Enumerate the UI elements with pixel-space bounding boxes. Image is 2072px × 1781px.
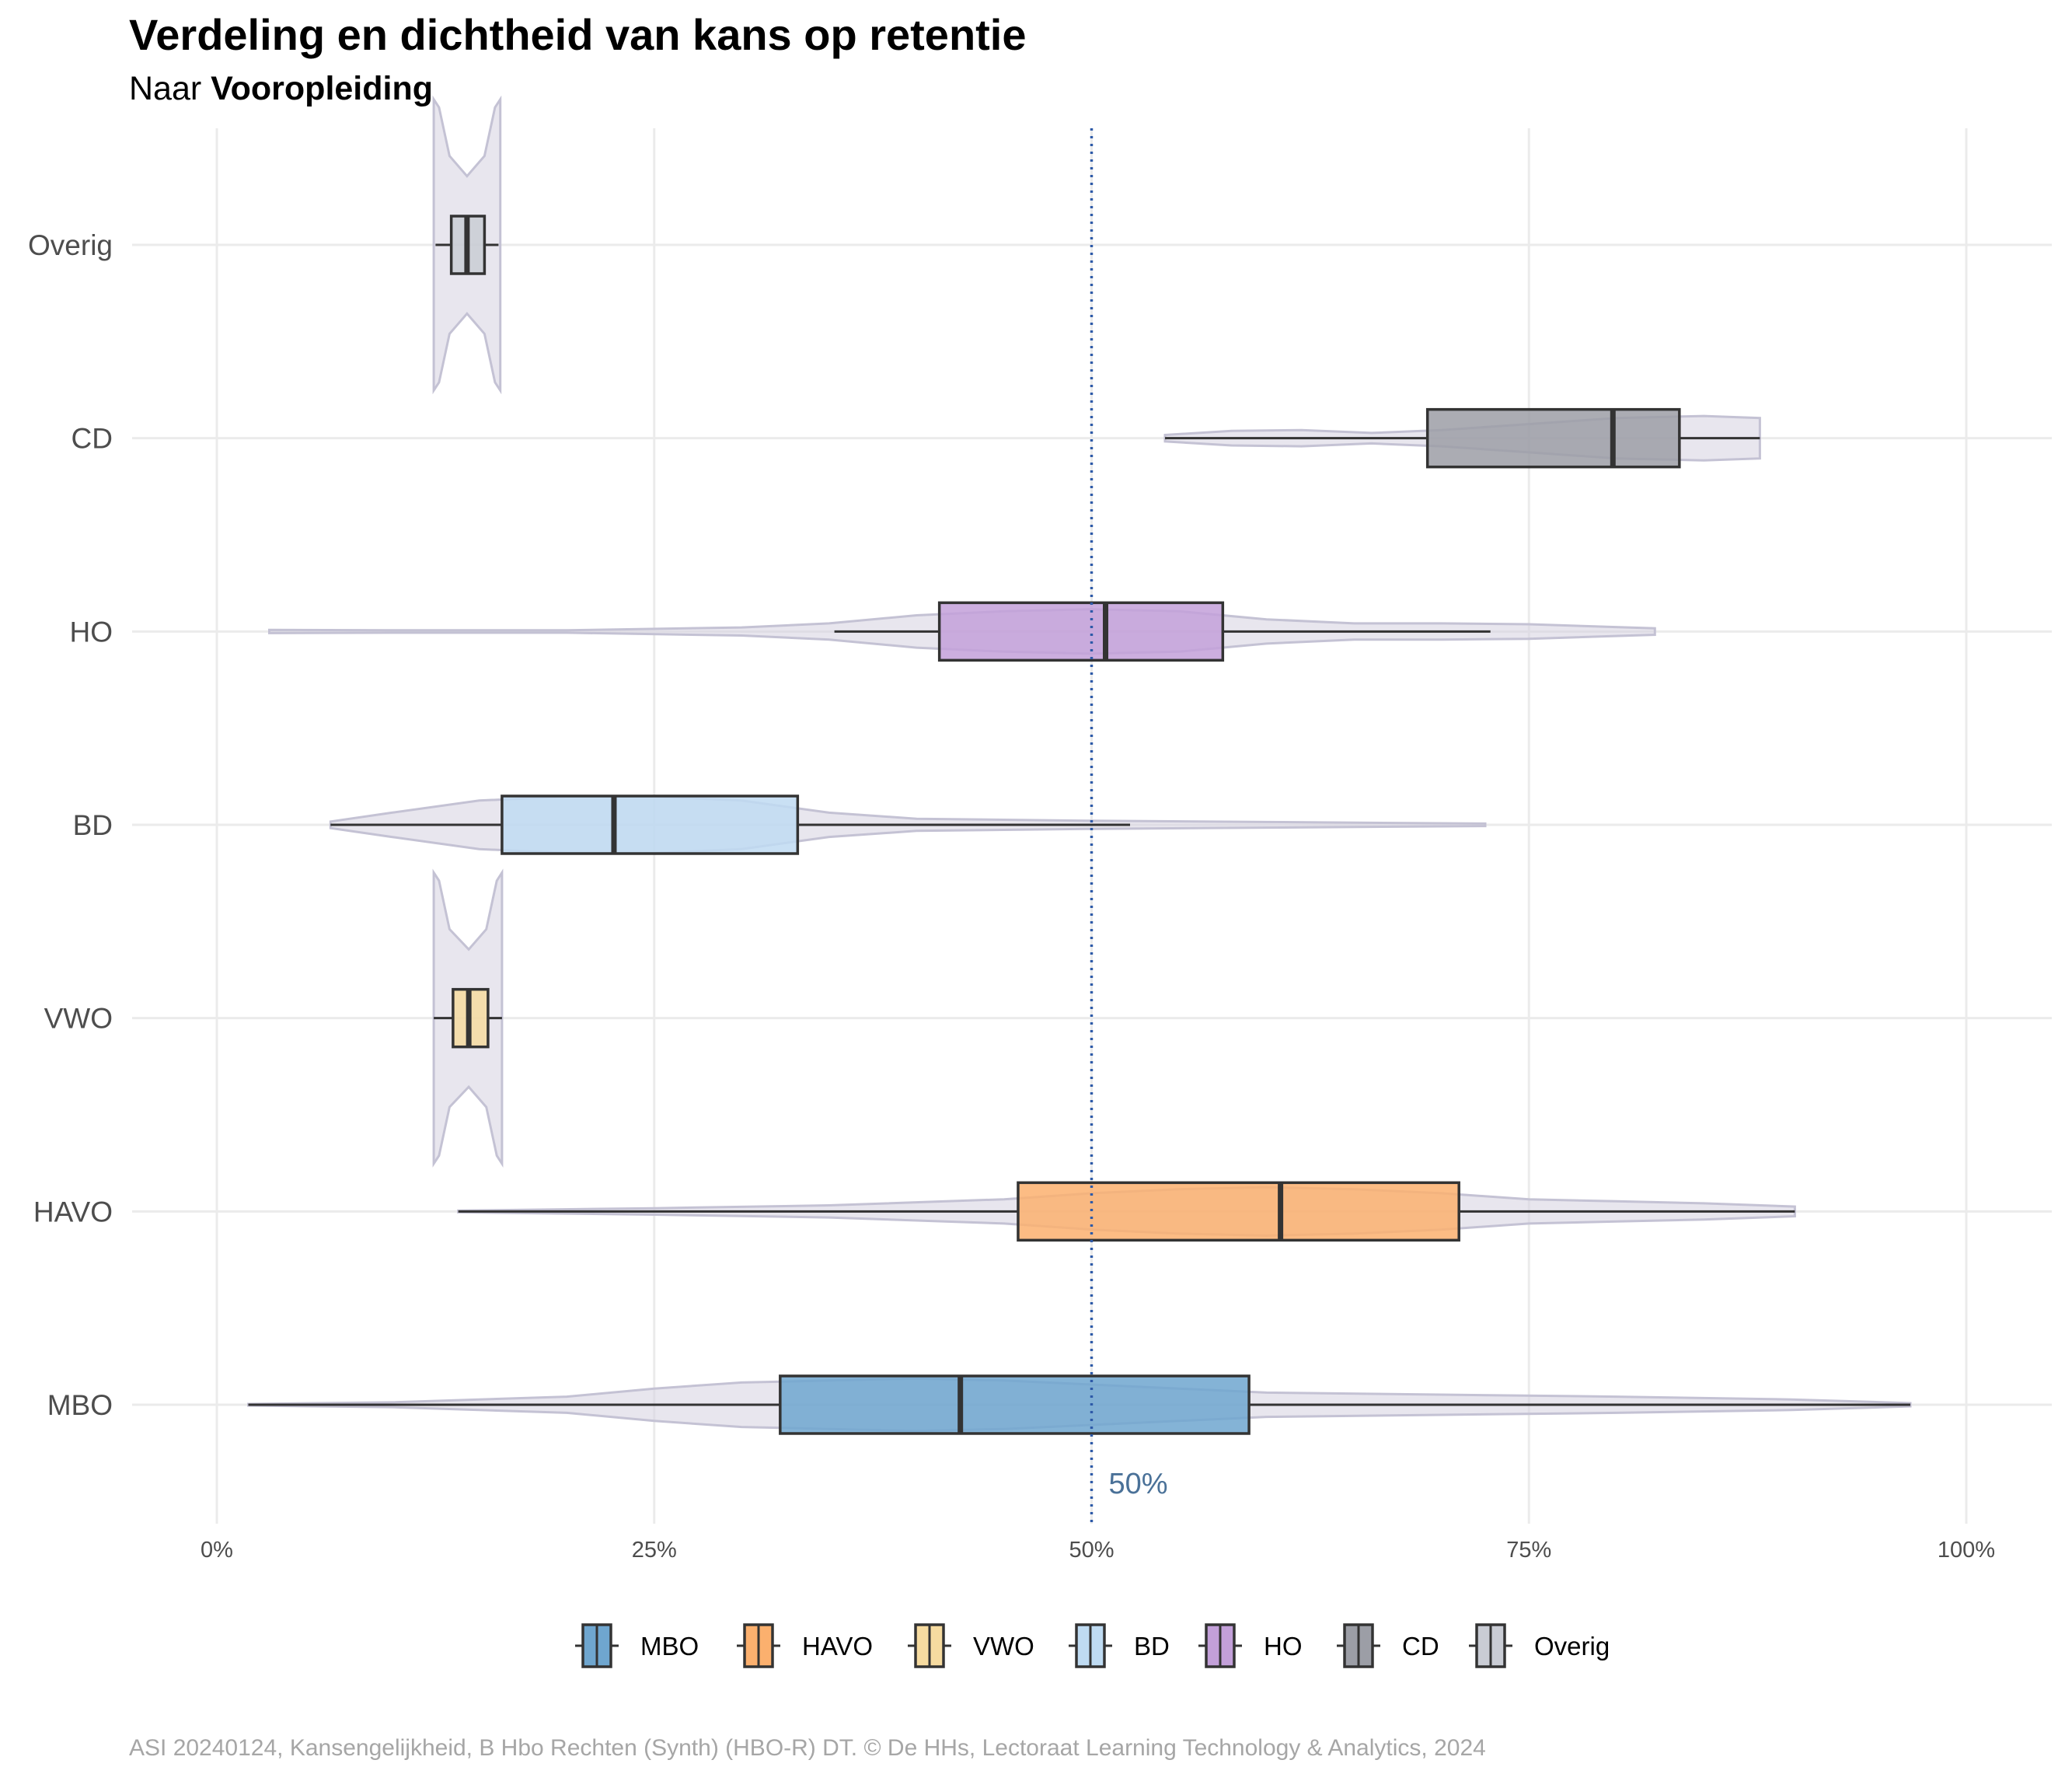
x-tick-label-3: 75%	[1506, 1538, 1551, 1563]
reference-line-label: 50%	[1109, 1468, 1168, 1500]
y-tick-label-havo: HAVO	[33, 1196, 113, 1227]
legend-label-cd: CD	[1402, 1632, 1439, 1661]
subtitle-variable: Vooropleiding	[211, 70, 433, 107]
legend: MBO HAVO VWO BD HO CD Overig	[575, 1623, 1610, 1668]
chart-subtitle: Naar Vooropleiding	[129, 70, 433, 108]
legend-key-ho	[1198, 1623, 1242, 1668]
y-axis-labels: MBO HAVO VWO BD HO CD Overig	[28, 229, 113, 1421]
x-axis-labels: 0% 25% 50% 75% 100%	[201, 1538, 1995, 1563]
legend-label-havo: HAVO	[802, 1632, 873, 1661]
boxplot-mbo	[248, 1374, 1910, 1435]
boxplots	[248, 215, 1910, 1435]
box-bd	[501, 794, 800, 855]
legend-item-vwo: VWO	[908, 1623, 1034, 1668]
y-tick-label-vwo: VWO	[44, 1003, 113, 1035]
legend-item-overig: Overig	[1469, 1623, 1610, 1668]
box-havo	[1017, 1181, 1460, 1242]
legend-key-havo	[737, 1623, 780, 1668]
y-tick-label-overig: Overig	[28, 229, 113, 261]
legend-item-bd: BD	[1069, 1623, 1170, 1668]
y-tick-label-ho: HO	[70, 616, 113, 648]
y-tick-label-cd: CD	[72, 423, 113, 455]
legend-item-ho: HO	[1198, 1623, 1303, 1668]
legend-item-havo: HAVO	[737, 1623, 873, 1668]
legend-label-mbo: MBO	[640, 1632, 699, 1661]
box-cd	[1425, 407, 1681, 469]
legend-key-bd	[1069, 1623, 1112, 1668]
x-tick-label-1: 25%	[632, 1538, 677, 1563]
box-ho	[937, 601, 1225, 662]
subtitle-prefix: Naar	[129, 70, 211, 107]
box-mbo	[779, 1374, 1251, 1435]
chart-caption: ASI 20240124, Kansengelijkheid, B Hbo Re…	[129, 1735, 1486, 1761]
legend-key-mbo	[575, 1623, 619, 1668]
reference-line-group: 50%	[1090, 128, 1168, 1524]
legend-label-bd: BD	[1134, 1632, 1170, 1661]
chart-title: Verdeling en dichtheid van kans op reten…	[129, 10, 1027, 59]
legend-label-vwo: VWO	[973, 1632, 1034, 1661]
y-tick-label-bd: BD	[73, 809, 113, 841]
boxplot-cd	[1165, 407, 1760, 469]
legend-key-cd	[1337, 1623, 1380, 1668]
x-tick-label-0: 0%	[201, 1538, 233, 1563]
legend-item-cd: CD	[1337, 1623, 1439, 1668]
legend-label-overig: Overig	[1534, 1632, 1610, 1661]
boxplot-havo	[458, 1181, 1795, 1242]
boxplot-vwo	[434, 987, 502, 1049]
legend-item-mbo: MBO	[575, 1623, 699, 1668]
legend-key-vwo	[908, 1623, 951, 1668]
legend-label-ho: HO	[1264, 1632, 1303, 1661]
boxplot-overig	[435, 215, 499, 275]
boxplot-bd	[330, 794, 1131, 855]
y-tick-label-mbo: MBO	[47, 1389, 113, 1421]
x-tick-label-2: 50%	[1069, 1538, 1114, 1563]
boxplot-ho	[834, 601, 1491, 662]
legend-key-overig	[1469, 1623, 1512, 1668]
x-tick-label-4: 100%	[1938, 1538, 1995, 1563]
